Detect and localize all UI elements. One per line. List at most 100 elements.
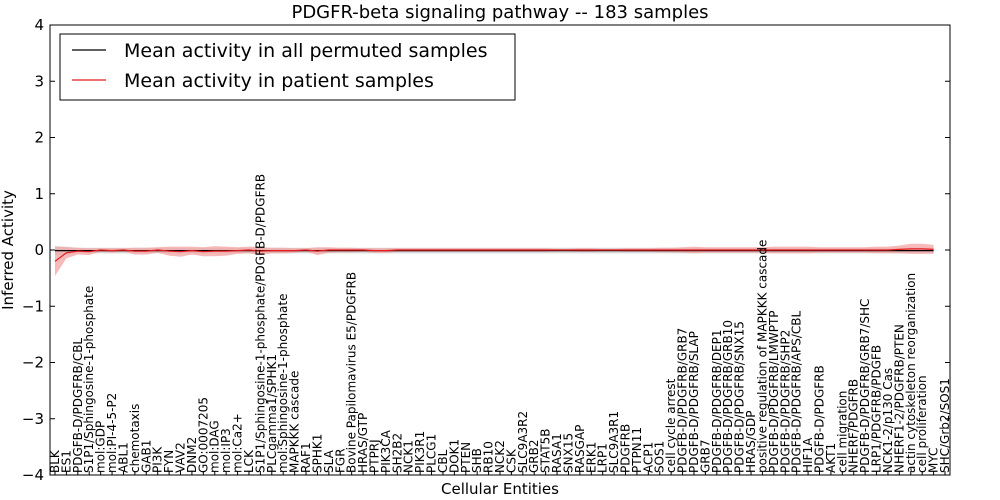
x-category-label: SLC9A3R1 bbox=[607, 411, 621, 473]
x-category-label: RB10 bbox=[482, 441, 496, 473]
x-category-label: ACP1 bbox=[641, 442, 655, 473]
x-category-label: BLK bbox=[48, 449, 62, 473]
x-category-label: PDGFB-D/PDGFRB/GRB10 bbox=[721, 320, 735, 473]
x-category-label: cell cycle arrest bbox=[664, 378, 678, 473]
x-axis-label: Cellular Entities bbox=[441, 480, 559, 498]
x-category-label: mol:Ca2+ bbox=[231, 413, 245, 473]
y-tick-label: 0 bbox=[34, 241, 44, 259]
x-category-label: ABL1 bbox=[117, 442, 131, 473]
x-category-label: SHB bbox=[470, 448, 484, 473]
x-category-label: ERK1 bbox=[584, 442, 598, 473]
x-category-label: mol:IP3 bbox=[219, 428, 233, 473]
x-category-label: PIK3CA bbox=[379, 429, 393, 473]
x-category-label: mol:PI-4-5-P2 bbox=[105, 393, 119, 473]
x-category-label: RAF1 bbox=[299, 442, 313, 473]
y-tick-label: −2 bbox=[22, 354, 44, 372]
x-category-label: LRP1/PDGFRB/PDGFB bbox=[870, 345, 884, 473]
x-category-label: NCK1-2/p130 Cas bbox=[881, 368, 895, 473]
x-category-label: PDGFB-D/PDGFRB/GRB7 bbox=[676, 328, 690, 473]
x-category-label: SHC/Grb2/SOS1 bbox=[938, 378, 952, 473]
x-category-label: PIK3R1 bbox=[413, 431, 427, 473]
x-category-label: PDGFB-D/PDGFRB/LMWPTP bbox=[767, 310, 781, 473]
y-tick-label: −4 bbox=[22, 466, 44, 484]
x-category-label: PDGFB-D/PDGFRB/APS/CBL bbox=[790, 310, 804, 473]
y-tick-label: −1 bbox=[22, 297, 44, 315]
x-category-label: actin cytoskeleton reorganization bbox=[904, 273, 918, 473]
x-category-label: NHERF1-2/PDGFRB/PTEN bbox=[892, 324, 906, 473]
x-category-label: cell proliferation bbox=[915, 375, 929, 473]
x-category-label: PDGFRB bbox=[619, 424, 633, 473]
x-category-label: chemotaxis bbox=[128, 404, 142, 473]
x-category-label: ES1 bbox=[59, 450, 73, 473]
x-category-label: PDGFB-D/PDGFRB/SHP2 bbox=[778, 330, 792, 473]
x-category-label: HIF1A bbox=[801, 437, 815, 473]
x-category-label: mol:Sphingosine-1-phosphate bbox=[276, 294, 290, 474]
x-category-label: PTPRJ bbox=[368, 439, 382, 473]
x-category-label: HRAS/GTP bbox=[356, 413, 370, 473]
chart-title: PDGFR-beta signaling pathway -- 183 samp… bbox=[291, 2, 708, 23]
x-category-label: SLC9A3R2 bbox=[516, 411, 530, 473]
x-category-label: GO:0007205 bbox=[196, 397, 210, 473]
x-category-label: PDGFB-D/PDGFRB/SLAP bbox=[687, 331, 701, 473]
legend-box bbox=[59, 33, 516, 101]
x-category-label: PTPN11 bbox=[630, 427, 644, 473]
y-tick-label: −3 bbox=[22, 410, 44, 428]
x-category-label: GAB1 bbox=[139, 440, 153, 473]
legend: Mean activity in all permuted samples Me… bbox=[59, 33, 516, 101]
x-category-label: S1P1/Sphingosine-1-phosphate/PDGFB-D/PDG… bbox=[253, 174, 267, 473]
x-category-label: Bovine Papilomavirus E5/PDGFRB bbox=[345, 272, 359, 473]
x-category-label: DOK1 bbox=[447, 439, 461, 473]
x-category-label: GRB2 bbox=[527, 439, 541, 473]
x-category-label: cell migration bbox=[835, 391, 849, 473]
x-category-label: PDGFB-D/PDGFRB/GRB7/SHC bbox=[858, 299, 872, 473]
y-tick-label: 4 bbox=[34, 16, 44, 34]
x-category-label: AKT1 bbox=[824, 443, 838, 473]
x-category-label: SLA bbox=[322, 449, 336, 473]
x-category-label: PDGFB-D/PDGFRB bbox=[813, 365, 827, 473]
x-category-label: NHERF/PDGFRB bbox=[847, 379, 861, 473]
x-category-label: SH2B2 bbox=[390, 433, 404, 473]
x-category-label: PTEN bbox=[459, 442, 473, 473]
x-category-label: PDGFB-D/PDGFRB/SNX15 bbox=[733, 321, 747, 473]
x-category-label: STAT5B bbox=[539, 429, 553, 474]
x-category-label: NCK2 bbox=[493, 440, 507, 473]
x-category-label: LRP1 bbox=[596, 443, 610, 473]
y-tick-label: 1 bbox=[34, 185, 44, 203]
y-tick-label: 2 bbox=[34, 129, 44, 147]
x-category-label: RASA1 bbox=[550, 433, 564, 473]
x-category-label: S1P1/Sphingosine-1-phosphate bbox=[82, 286, 96, 473]
x-axis-category-labels: BLKES1PDGFB-D/PDGFRB/CBLS1P1/Sphingosine… bbox=[48, 174, 952, 475]
x-category-label: HRAS/GDP bbox=[744, 410, 758, 473]
x-category-label: PDGFB-D/PDGFRB/DEP1 bbox=[710, 329, 724, 473]
x-category-label: PDGFB-D/PDGFRB/CBL bbox=[71, 338, 85, 473]
x-category-label: PLCgamma1/SPHK1 bbox=[265, 354, 279, 473]
x-category-label: SPHK1 bbox=[310, 434, 324, 473]
x-category-label: mol:DAG bbox=[208, 420, 222, 473]
x-category-label: RASGAP bbox=[573, 425, 587, 473]
x-category-label: FYN bbox=[162, 450, 176, 473]
x-category-label: LCK bbox=[242, 449, 256, 473]
x-category-label: positive regulation of MAPKKK cascade bbox=[755, 240, 769, 473]
x-category-label: PI3K bbox=[151, 446, 165, 473]
x-category-label: MYC bbox=[927, 448, 941, 473]
x-category-label: NCK1 bbox=[402, 440, 416, 473]
y-tick-label: 3 bbox=[34, 72, 44, 90]
legend-label-permuted: Mean activity in all permuted samples bbox=[124, 40, 487, 62]
x-category-label: SOS1 bbox=[653, 441, 667, 473]
legend-label-patient: Mean activity in patient samples bbox=[124, 70, 434, 92]
x-category-label: mol:GDP bbox=[94, 421, 108, 473]
x-category-label: MAPKKK cascade bbox=[288, 371, 302, 473]
patient-mean-line bbox=[54, 248, 934, 262]
x-category-label: CSK bbox=[504, 448, 518, 473]
x-category-label: VAV2 bbox=[174, 442, 188, 473]
x-category-label: PLCG1 bbox=[425, 434, 439, 473]
x-category-label: FGR bbox=[333, 448, 347, 473]
y-axis-ticks: −4 −3 −2 −1 0 1 2 3 4 bbox=[22, 16, 950, 484]
y-axis-label: Inferred Activity bbox=[0, 190, 17, 310]
x-category-label: GRB7 bbox=[698, 439, 712, 473]
patient-confidence-band bbox=[55, 243, 934, 276]
x-category-label: SNX15 bbox=[562, 433, 576, 473]
x-category-label: DNM2 bbox=[185, 437, 199, 473]
x-category-label: CBL bbox=[436, 449, 450, 473]
